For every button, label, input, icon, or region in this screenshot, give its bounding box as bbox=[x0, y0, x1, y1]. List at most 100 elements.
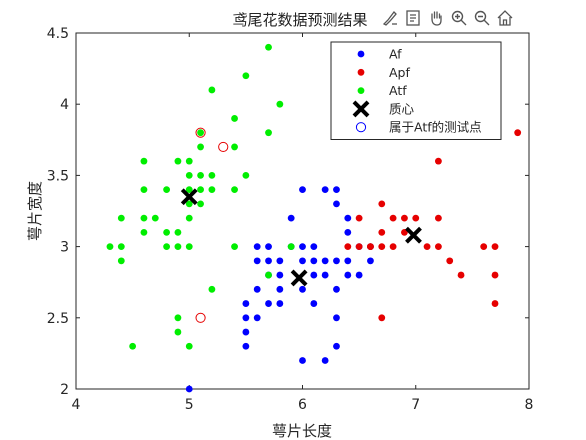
x-tick-label: 6 bbox=[298, 397, 307, 413]
data-point bbox=[287, 243, 295, 251]
y-axis-label: 萼片宽度 bbox=[26, 181, 44, 241]
data-point bbox=[276, 285, 284, 293]
data-point bbox=[185, 243, 193, 251]
data-point bbox=[333, 186, 340, 194]
data-point bbox=[242, 314, 250, 322]
data-point bbox=[299, 357, 306, 364]
data-point bbox=[197, 143, 204, 151]
data-point bbox=[231, 186, 238, 194]
data-point bbox=[218, 141, 229, 153]
data-point bbox=[265, 243, 272, 251]
data-point bbox=[265, 257, 272, 265]
data-point bbox=[321, 186, 329, 194]
data-point bbox=[140, 186, 148, 194]
x-tick-label: 7 bbox=[411, 397, 420, 413]
series-4 bbox=[195, 127, 229, 323]
data-point bbox=[163, 243, 171, 251]
data-point bbox=[480, 243, 488, 251]
zoom-in-icon[interactable] bbox=[449, 8, 469, 28]
legend-label: Apf bbox=[389, 65, 410, 80]
data-point bbox=[174, 314, 182, 322]
data-point bbox=[412, 214, 420, 222]
data-point bbox=[299, 285, 306, 293]
data-point bbox=[231, 243, 238, 251]
figure-toolbar bbox=[380, 6, 515, 30]
data-point bbox=[231, 115, 238, 122]
data-point bbox=[446, 257, 454, 265]
data-point bbox=[265, 129, 272, 137]
centroid-marker bbox=[290, 269, 308, 287]
data-point bbox=[265, 43, 272, 51]
data-point bbox=[344, 271, 352, 279]
series-2 bbox=[106, 43, 295, 350]
legend-entry: 属于Atf的测试点 bbox=[355, 120, 482, 135]
x-tick-label: 8 bbox=[525, 397, 534, 413]
data-point bbox=[197, 200, 204, 208]
data-point bbox=[435, 243, 442, 251]
data-point bbox=[185, 186, 193, 194]
series-0 bbox=[185, 186, 374, 393]
data-point bbox=[321, 357, 329, 364]
data-point bbox=[185, 385, 193, 393]
data-point bbox=[435, 214, 442, 222]
data-point bbox=[491, 300, 499, 307]
y-tick-label: 4 bbox=[60, 97, 69, 113]
centroid-marker bbox=[405, 226, 422, 244]
data-point bbox=[140, 214, 148, 222]
data-point bbox=[197, 172, 204, 179]
data-point bbox=[276, 271, 284, 279]
data-point bbox=[276, 300, 284, 307]
data-point bbox=[276, 100, 284, 108]
centroid-marker bbox=[180, 188, 198, 206]
legend-label: Af bbox=[389, 47, 402, 62]
data-point bbox=[197, 186, 204, 194]
data-point bbox=[253, 257, 261, 265]
data-point bbox=[333, 285, 340, 293]
brush-icon[interactable] bbox=[380, 8, 400, 28]
data-point bbox=[491, 271, 499, 279]
data-point bbox=[174, 228, 182, 236]
legend-marker bbox=[357, 68, 365, 76]
data-point bbox=[333, 200, 340, 208]
data-point bbox=[163, 228, 171, 236]
data-point bbox=[333, 257, 340, 265]
data-point bbox=[151, 214, 159, 222]
y-tick-label: 2 bbox=[60, 382, 69, 398]
data-point bbox=[129, 342, 137, 350]
data-point bbox=[367, 243, 374, 251]
data-point bbox=[242, 172, 250, 179]
data-point bbox=[378, 314, 386, 322]
legend-label: 质心 bbox=[389, 101, 415, 116]
data-points bbox=[106, 43, 522, 393]
home-icon[interactable] bbox=[495, 8, 515, 28]
y-tick-label: 2.5 bbox=[47, 311, 69, 327]
data-point bbox=[321, 271, 329, 279]
data-point bbox=[185, 200, 193, 208]
legend-entry: 质心 bbox=[352, 100, 415, 118]
legend-entry: Apf bbox=[357, 65, 410, 80]
axis-ticks: 4 5 6 7 8 2 2.5 3 3.5 4 4.5 bbox=[47, 26, 534, 413]
data-point bbox=[355, 271, 363, 279]
data-point bbox=[299, 257, 306, 265]
legend-marker bbox=[355, 122, 367, 133]
data-point bbox=[140, 228, 148, 236]
zoom-out-icon[interactable] bbox=[472, 8, 492, 28]
datatip-icon[interactable] bbox=[403, 8, 423, 28]
data-point bbox=[491, 243, 499, 251]
data-point bbox=[195, 127, 206, 138]
data-point bbox=[117, 243, 125, 251]
legend-marker bbox=[352, 100, 370, 118]
data-point bbox=[163, 186, 171, 194]
pan-hand-icon[interactable] bbox=[426, 8, 446, 28]
data-point bbox=[355, 243, 363, 251]
data-point bbox=[299, 186, 306, 194]
data-point bbox=[344, 214, 352, 222]
data-point bbox=[185, 157, 193, 165]
legend-entry: Atf bbox=[357, 83, 407, 98]
x-tick-label: 4 bbox=[72, 397, 81, 413]
y-tick-label: 3.5 bbox=[47, 168, 69, 184]
data-point bbox=[423, 243, 431, 251]
data-point bbox=[242, 342, 250, 350]
data-point bbox=[333, 342, 340, 350]
